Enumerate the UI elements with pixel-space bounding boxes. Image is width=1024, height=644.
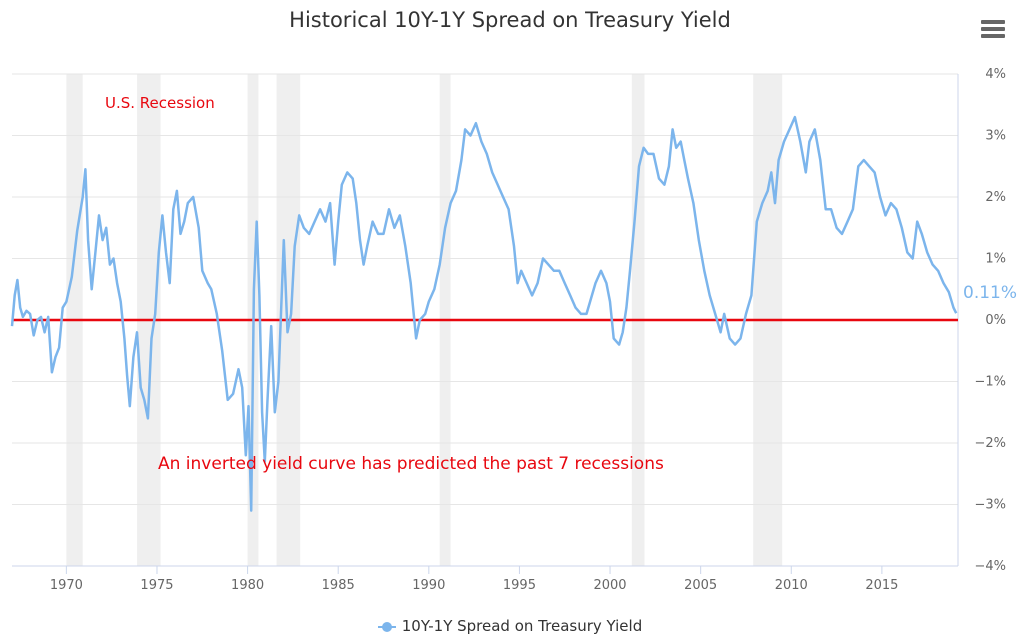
y-tick-label: 0% [985, 313, 1006, 328]
y-tick-label: 2% [985, 190, 1006, 205]
legend-item[interactable]: 10Y-1Y Spread on Treasury Yield [0, 617, 1020, 635]
recession-label: U.S. Recession [105, 94, 215, 112]
y-tick-label: 3% [985, 129, 1006, 144]
x-tick-label: 1970 [50, 578, 83, 593]
x-tick-label: 1975 [140, 578, 173, 593]
x-tick-label: 2005 [684, 578, 717, 593]
y-axis: 4% 3% 2% 1% 0% −1% −2% −3% −4% [957, 67, 1006, 574]
x-tick-label: 1995 [503, 578, 536, 593]
y-tick-label: −2% [974, 436, 1006, 451]
hamburger-menu-icon[interactable] [981, 20, 1005, 42]
inversion-note: An inverted yield curve has predicted th… [158, 454, 664, 474]
x-axis: 1970 1975 1980 1985 1990 1995 2000 2005 2010 2015 [12, 565, 958, 593]
x-tick-label: 2010 [775, 578, 808, 593]
x-tick-label: 1990 [412, 578, 445, 593]
last-value-label: 0.11% [963, 283, 1017, 303]
y-tick-label: 4% [985, 67, 1006, 82]
legend-label: 10Y-1Y Spread on Treasury Yield [401, 617, 643, 635]
x-tick-label: 2015 [865, 578, 898, 593]
y-tick-label: −1% [974, 375, 1006, 390]
x-tick-label: 1980 [231, 578, 264, 593]
y-tick-label: −3% [974, 498, 1006, 513]
legend-swatch [377, 621, 396, 632]
series-line[interactable] [10, 115, 958, 512]
series-layer [10, 115, 958, 512]
chart-title: Historical 10Y-1Y Spread on Treasury Yie… [289, 8, 731, 32]
y-tick-label: 1% [985, 252, 1006, 267]
x-tick-label: 2000 [593, 578, 626, 593]
x-tick-label: 1985 [322, 578, 355, 593]
annotations: U.S. Recession An inverted yield curve h… [105, 94, 1017, 474]
y-tick-label: −4% [974, 559, 1006, 574]
